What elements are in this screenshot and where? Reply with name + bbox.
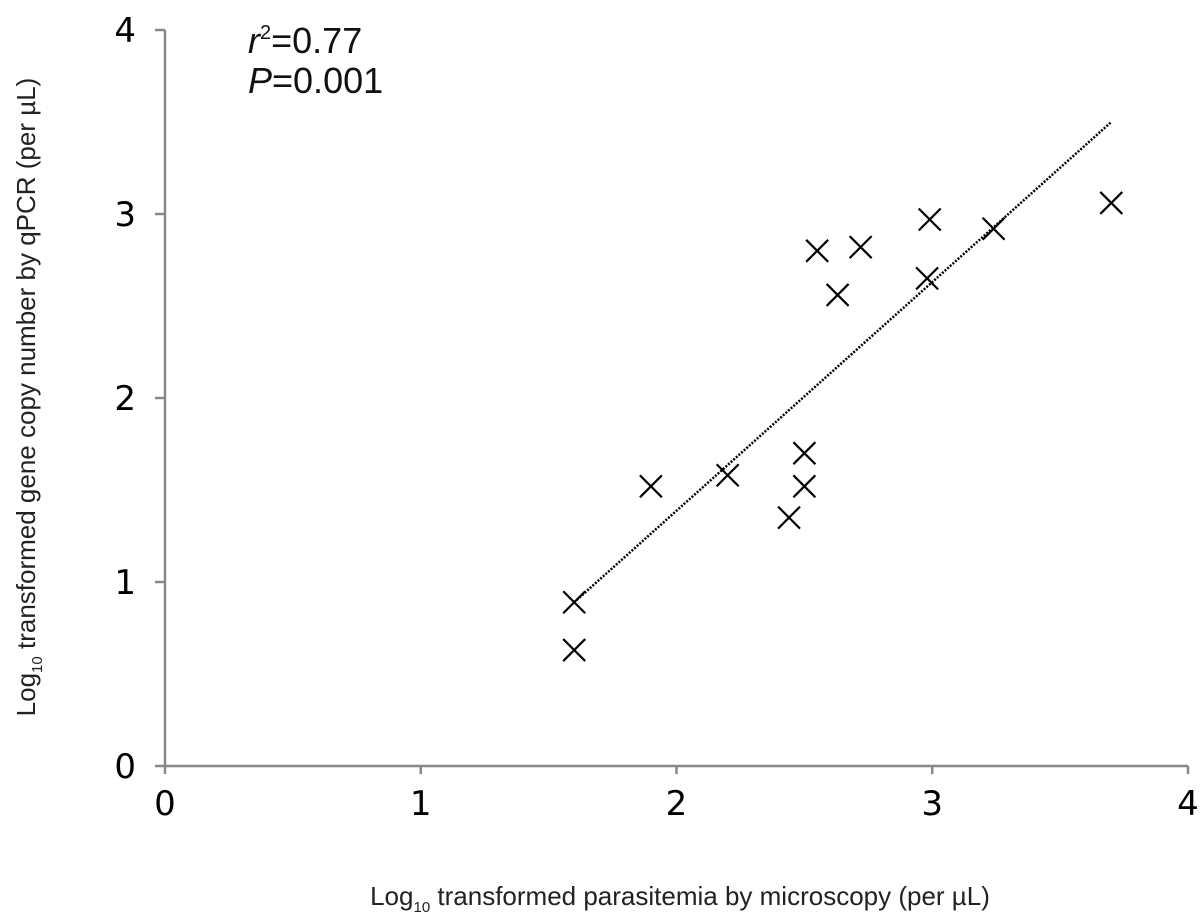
x-axis-title: Log10 transformed parasitemia by microsc… bbox=[370, 881, 990, 916]
data-point bbox=[562, 590, 586, 615]
ticks: 0 1 2 3 4 0 1 2 3 4 bbox=[114, 11, 1198, 824]
p-value: =0.001 bbox=[272, 60, 383, 101]
data-point bbox=[915, 266, 939, 291]
x-axis-title-prefix: Log bbox=[370, 881, 413, 911]
data-point-stroke bbox=[915, 266, 939, 291]
trendline-group bbox=[573, 121, 1113, 604]
data-point-stroke bbox=[981, 216, 1006, 241]
data-point-stroke bbox=[562, 590, 586, 615]
data-point bbox=[981, 216, 1006, 241]
y-tick-label: 3 bbox=[114, 195, 136, 235]
data-point-stroke bbox=[639, 474, 663, 499]
data-point bbox=[917, 207, 942, 232]
data-point bbox=[562, 638, 586, 662]
data-point bbox=[792, 441, 817, 465]
data-point-stroke bbox=[848, 235, 873, 259]
data-point bbox=[715, 463, 740, 488]
r2-symbol: r bbox=[248, 20, 262, 61]
data-point-stroke bbox=[792, 474, 817, 499]
x-tick-label: 1 bbox=[410, 784, 432, 824]
stat-r2: r2=0.77 bbox=[248, 20, 362, 61]
data-point-stroke bbox=[562, 638, 586, 662]
trendline bbox=[573, 121, 1113, 604]
axes bbox=[163, 30, 1188, 768]
y-tick-label: 0 bbox=[114, 747, 136, 787]
data-point bbox=[848, 235, 873, 259]
data-point bbox=[1099, 191, 1124, 215]
data-point bbox=[792, 474, 817, 499]
x-tick-label: 2 bbox=[666, 784, 688, 824]
y-tick-label: 4 bbox=[114, 11, 136, 51]
x-axis-title-rest: transformed parasitemia by microscopy (p… bbox=[430, 881, 990, 911]
r2-value: =0.77 bbox=[271, 20, 362, 61]
data-point bbox=[825, 283, 850, 307]
data-point-stroke bbox=[805, 239, 829, 263]
data-point bbox=[639, 474, 663, 499]
x-tick-label: 4 bbox=[1177, 784, 1199, 824]
p-symbol: P bbox=[248, 60, 272, 101]
x-tick-label: 3 bbox=[921, 784, 943, 824]
x-axis-title-subscript: 10 bbox=[413, 899, 430, 916]
data-point-stroke bbox=[917, 207, 942, 232]
y-axis-title-prefix: Log bbox=[11, 673, 41, 716]
y-axis-title-rest: transformed gene copy number by qPCR (pe… bbox=[11, 78, 41, 657]
data-point bbox=[805, 239, 829, 263]
data-points bbox=[562, 191, 1124, 662]
data-point-stroke bbox=[792, 441, 817, 465]
data-point bbox=[777, 505, 801, 530]
y-axis-title: Log10 transformed gene copy number by qP… bbox=[11, 78, 46, 717]
data-point-stroke bbox=[825, 283, 850, 307]
x-tick-label: 0 bbox=[154, 784, 176, 824]
data-point-stroke bbox=[1099, 191, 1124, 215]
y-tick-label: 1 bbox=[114, 563, 136, 603]
data-point-stroke bbox=[715, 463, 740, 488]
data-point-stroke bbox=[777, 505, 801, 530]
y-axis-title-subscript: 10 bbox=[29, 656, 46, 673]
stat-p: P=0.001 bbox=[248, 60, 383, 101]
y-tick-label: 2 bbox=[114, 379, 136, 419]
r2-superscript: 2 bbox=[260, 22, 271, 44]
